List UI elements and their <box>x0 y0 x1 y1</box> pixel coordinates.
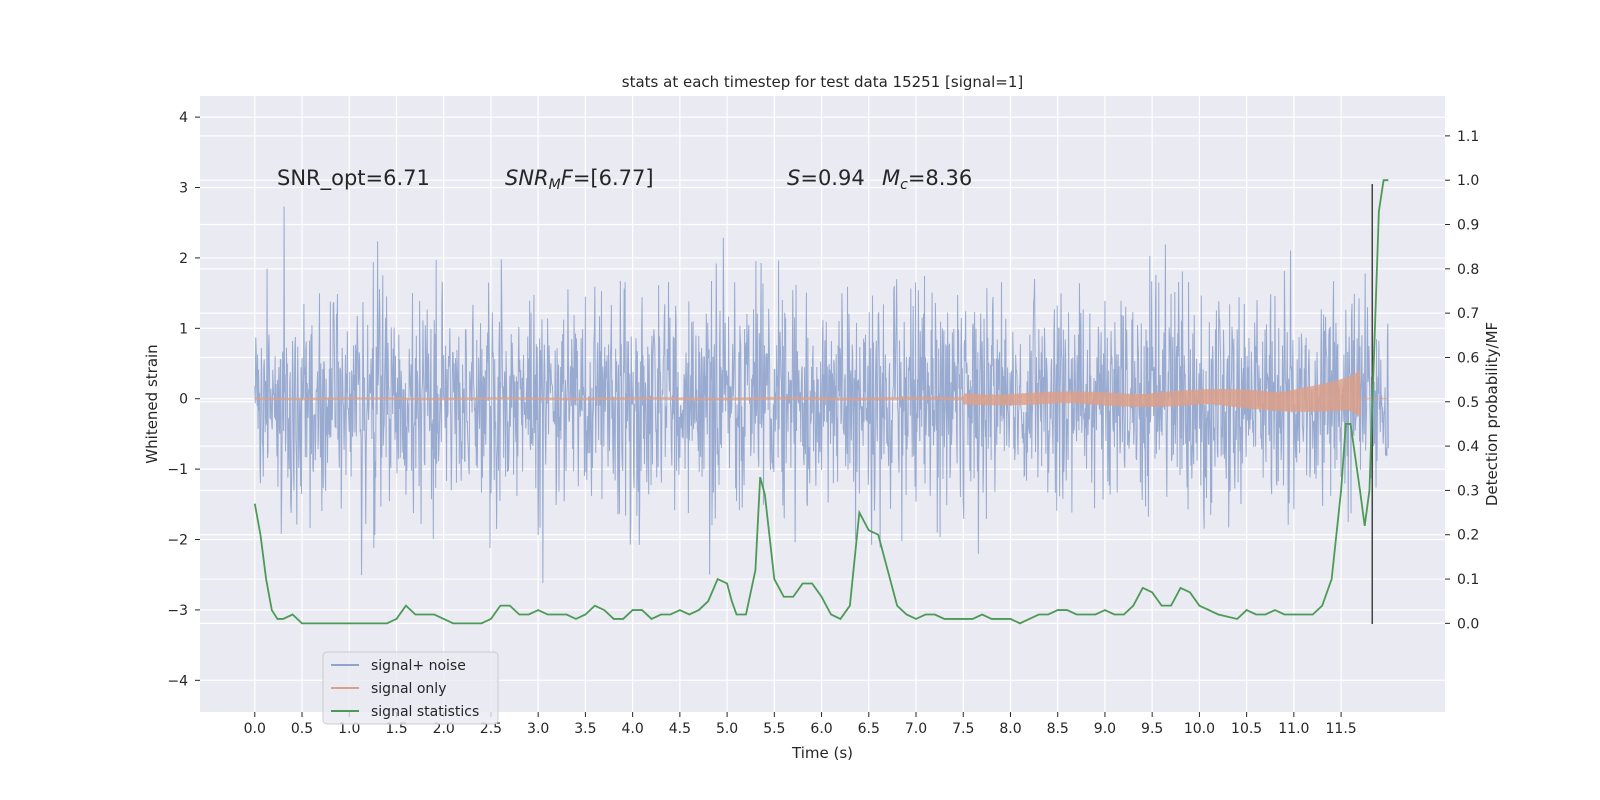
x-tick-label: 9.5 <box>1141 721 1163 737</box>
y-tick-label: 1 <box>179 321 188 337</box>
y-tick-label: −3 <box>167 603 188 619</box>
y2-tick-label: 0.3 <box>1457 483 1479 499</box>
x-axis-label: Time (s) <box>791 744 853 762</box>
y2-tick-label: 0.1 <box>1457 572 1479 588</box>
x-tick-label: 1.0 <box>338 721 360 737</box>
y2-tick-label: 0.5 <box>1457 395 1479 411</box>
y-axis-label: Whitened strain <box>143 344 161 463</box>
legend: signal+ noise signal only signal statistic… <box>322 651 499 725</box>
y-tick-label: 3 <box>179 181 188 197</box>
x-tick-label: 5.5 <box>763 721 785 737</box>
x-tick-label: 11.5 <box>1326 721 1357 737</box>
annotation-snr-mf-rest: F <box>561 166 574 190</box>
x-tick-label: 10.0 <box>1184 721 1215 737</box>
x-tick-label: 5.0 <box>716 721 738 737</box>
legend-box <box>322 651 499 725</box>
y2-tick-label: 0.4 <box>1457 439 1479 455</box>
y-tick-label: 4 <box>179 110 188 126</box>
annotation-mc-main: M <box>882 166 900 190</box>
y2-tick-label: 1.1 <box>1457 129 1479 145</box>
y2-axis-label: Detection probability/MF <box>1483 322 1501 506</box>
x-tick-label: 11.0 <box>1278 721 1309 737</box>
x-tick-label: 9.0 <box>1094 721 1116 737</box>
annotation-mc-sub: c <box>900 177 908 193</box>
legend-label: signal+ noise <box>371 658 466 674</box>
x-tick-label: 6.0 <box>810 721 832 737</box>
x-tick-label: 8.5 <box>1047 721 1069 737</box>
x-tick-label: 10.5 <box>1231 721 1262 737</box>
grid <box>200 96 1445 712</box>
annotation-s: S=0.94 <box>787 166 865 190</box>
x-tick-label: 3.0 <box>527 721 549 737</box>
x-tick-label: 8.0 <box>999 721 1021 737</box>
y-tick-label: 2 <box>179 251 188 267</box>
y2-tick-label: 0.6 <box>1457 350 1479 366</box>
x-tick-label: 2.5 <box>480 721 502 737</box>
chart-title: stats at each timestep for test data 152… <box>622 73 1023 91</box>
annotation-mc: Mc=8.36 <box>882 166 972 193</box>
x-tick-label: 4.5 <box>669 721 691 737</box>
y2-tick-label: 0.0 <box>1457 616 1479 632</box>
x-tick-label: 7.5 <box>952 721 974 737</box>
legend-label: signal only <box>371 681 446 697</box>
x-tick-label: 0.0 <box>244 721 266 737</box>
y-tick-label: 0 <box>179 392 188 408</box>
series-signal-noise-line <box>254 206 1389 583</box>
annotation-snr-mf-sub: M <box>549 177 561 193</box>
y2-tick-label: 0.9 <box>1457 218 1479 234</box>
x-tick-label: 2.0 <box>433 721 455 737</box>
y-tick-label: −1 <box>167 462 188 478</box>
series-signal-only-line <box>254 370 1389 418</box>
legend-label: signal statistics <box>371 704 479 720</box>
annotation-snr-mf: SNRMF=[6.77] <box>505 166 654 193</box>
y2-tick-label: 1.0 <box>1457 173 1479 189</box>
annotation-snr-mf-value: =[6.77] <box>573 166 654 190</box>
annotation-mc-value: =8.36 <box>908 166 972 190</box>
y2-tick-label: 0.7 <box>1457 306 1479 322</box>
x-tick-label: 0.5 <box>291 721 313 737</box>
annotation-snr-mf-main: SNR <box>505 166 549 190</box>
y2-tick-label: 0.8 <box>1457 262 1479 278</box>
y-tick-label: −2 <box>167 533 188 549</box>
annotation-s-main: S <box>787 166 800 190</box>
y-tick-label: −4 <box>167 673 188 689</box>
x-tick-label: 7.0 <box>905 721 927 737</box>
annotation-s-value: =0.94 <box>800 166 864 190</box>
series-signal-statistics-line <box>253 179 1389 625</box>
x-tick-label: 6.5 <box>858 721 880 737</box>
x-tick-label: 3.5 <box>574 721 596 737</box>
x-tick-label: 1.5 <box>385 721 407 737</box>
x-tick-label: 4.0 <box>621 721 643 737</box>
annotation-snr-opt: SNR_opt=6.71 <box>277 166 430 191</box>
y2-tick-label: 0.2 <box>1457 528 1479 544</box>
